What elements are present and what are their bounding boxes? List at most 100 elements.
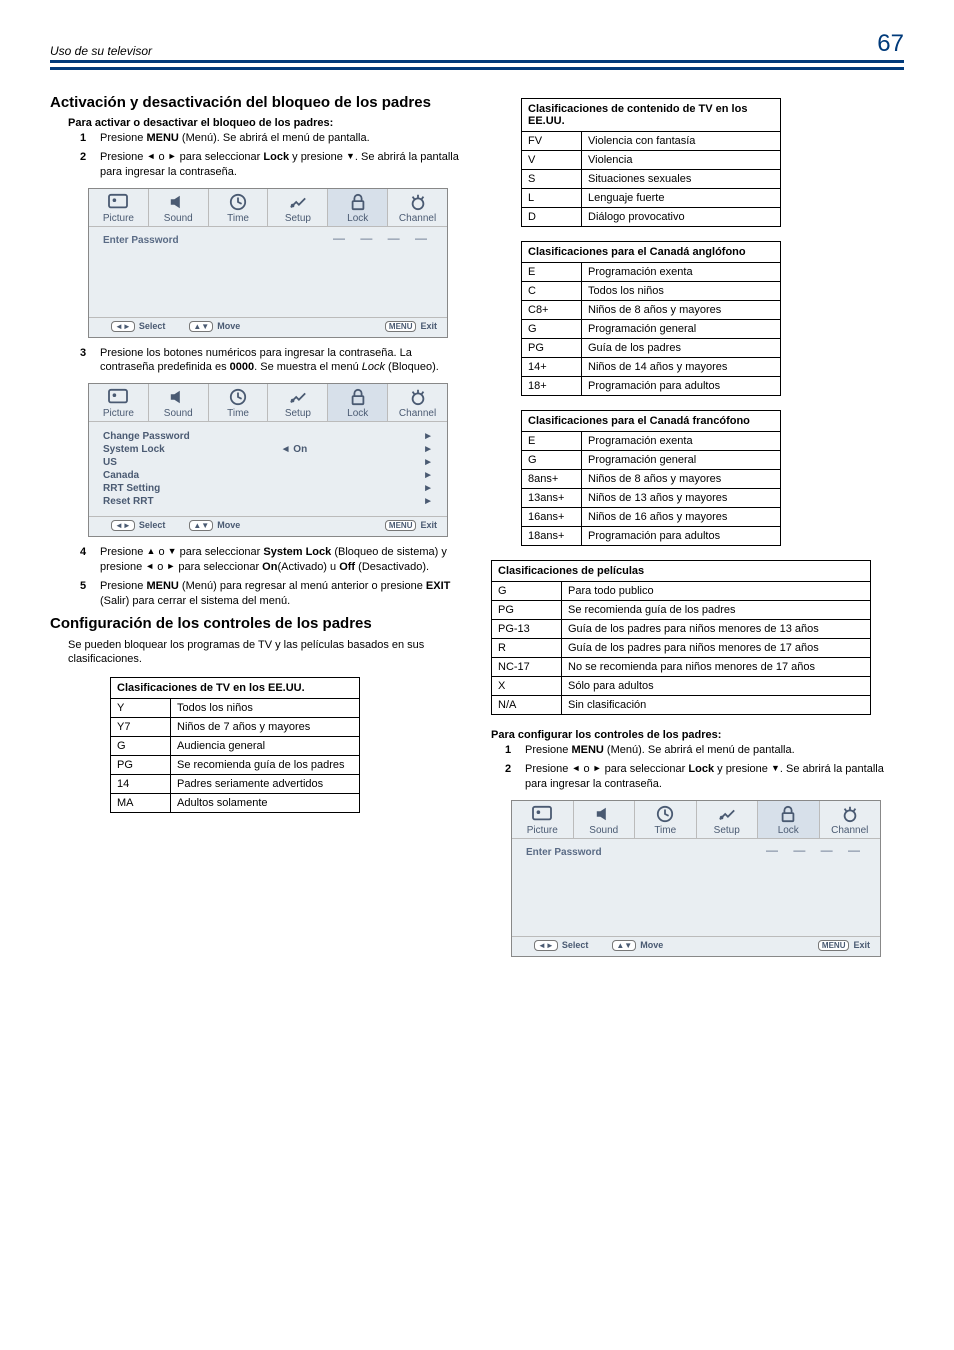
config-heading: Para configurar los controles de los pad… — [491, 729, 904, 741]
osd-tab-lock: Lock — [328, 384, 388, 422]
table-tv-us-content: Clasificaciones de contenido de TV en lo… — [521, 98, 781, 227]
table-row: 8ans+Niños de 8 años y mayores — [522, 470, 781, 489]
table-row: SSituaciones sexuales — [522, 170, 781, 189]
osd-tab-setup: Setup — [268, 189, 328, 227]
table-row: 14Padres seriamente advertidos — [111, 775, 360, 794]
table-row: Y7Niños de 7 años y mayores — [111, 718, 360, 737]
table-row: GAudiencia general — [111, 737, 360, 756]
time-icon — [227, 193, 249, 211]
page-number: 67 — [877, 30, 904, 58]
table-row: VViolencia — [522, 151, 781, 170]
lock-icon — [777, 805, 799, 823]
osd-tab-channel: Channel — [820, 801, 881, 839]
table-row: N/ASin clasificación — [492, 696, 871, 715]
osd-enter-password: PictureSoundTimeSetupLockChannel Enter P… — [88, 188, 448, 338]
osd-tab-setup: Setup — [697, 801, 759, 839]
step-1: Presione MENU (Menú). Se abrirá el menú … — [100, 131, 463, 146]
channel-icon — [407, 193, 429, 211]
time-icon — [654, 805, 676, 823]
sound-icon — [167, 193, 189, 211]
menu-key-icon: MENU — [385, 321, 417, 332]
channel-icon — [839, 805, 861, 823]
r-step-1: Presione MENU (Menú). Se abrirá el menú … — [525, 743, 904, 758]
osd-tab-picture: Picture — [89, 189, 149, 227]
osd-lock-menu: PictureSoundTimeSetupLockChannel Change … — [88, 383, 448, 537]
table-row: NC-17No se recomienda para niños menores… — [492, 658, 871, 677]
picture-icon — [107, 193, 129, 211]
osd-tab-time: Time — [635, 801, 697, 839]
key-lr-icon — [111, 321, 135, 332]
section-config-title: Configuración de los controles de los pa… — [50, 615, 463, 632]
password-dashes: — — — — — [333, 231, 433, 246]
osd-row: System Lock◄ On► — [103, 443, 433, 456]
table-row: YTodos los niños — [111, 699, 360, 718]
osd-enter-password-2: PictureSoundTimeSetupLockChannel Enter P… — [511, 800, 881, 957]
osd-row: RRT Setting► — [103, 482, 433, 495]
header-rule — [50, 67, 904, 70]
section-lock-title: Activación y desactivación del bloqueo d… — [50, 94, 463, 111]
table-row: XSólo para adultos — [492, 677, 871, 696]
osd-tab-picture: Picture — [512, 801, 574, 839]
table-row: GProgramación general — [522, 451, 781, 470]
osd-tab-channel: Channel — [388, 189, 447, 227]
table-row: 16ans+Niños de 16 años y mayores — [522, 508, 781, 527]
picture-icon — [531, 805, 553, 823]
step-4: Presione ▲ o ▼ para seleccionar System L… — [100, 545, 463, 575]
osd-tab-channel: Channel — [388, 384, 447, 422]
setup-icon — [716, 805, 738, 823]
osd3-title: Enter Password — [526, 847, 602, 858]
lock-icon — [347, 193, 369, 211]
table-row: FVViolencia con fantasía — [522, 132, 781, 151]
table-movies: Clasificaciones de películas GPara todo … — [491, 560, 871, 715]
lock-icon — [347, 388, 369, 406]
osd-row: US► — [103, 456, 433, 469]
menu-key-icon: MENU — [385, 520, 417, 531]
password-dashes: — — — — — [766, 843, 866, 858]
picture-icon — [107, 388, 129, 406]
left-column: Activación y desactivación del bloqueo d… — [50, 88, 463, 965]
table-row: LLenguaje fuerte — [522, 189, 781, 208]
osd-tab-sound: Sound — [574, 801, 636, 839]
osd-tab-sound: Sound — [149, 189, 209, 227]
table-row: GPara todo publico — [492, 582, 871, 601]
osd-tab-picture: Picture — [89, 384, 149, 422]
key-lr-icon — [534, 940, 558, 951]
osd-row: Canada► — [103, 469, 433, 482]
osd-tab-time: Time — [209, 189, 269, 227]
table-tv-us: Clasificaciones de TV en los EE.UU. YTod… — [110, 677, 360, 813]
sound-icon — [593, 805, 615, 823]
key-ud-icon — [189, 321, 213, 332]
table-row: RGuía de los padres para niños menores d… — [492, 639, 871, 658]
key-ud-icon — [189, 520, 213, 531]
step-3: Presione los botones numéricos para ingr… — [100, 346, 463, 376]
setup-icon — [287, 388, 309, 406]
osd-tab-time: Time — [209, 384, 269, 422]
step-5: Presione MENU (Menú) para regresar al me… — [100, 579, 463, 609]
table-canada-fr: Clasificaciones para el Canadá francófon… — [521, 410, 781, 546]
table-row: MAAdultos solamente — [111, 794, 360, 813]
osd-tab-setup: Setup — [268, 384, 328, 422]
table-row: PGGuía de los padres — [522, 339, 781, 358]
table-row: 13ans+Niños de 13 años y mayores — [522, 489, 781, 508]
right-column: Clasificaciones de contenido de TV en lo… — [491, 88, 904, 965]
time-icon — [227, 388, 249, 406]
osd-tab-lock: Lock — [758, 801, 820, 839]
table-row: PGSe recomienda guía de los padres — [492, 601, 871, 620]
table-row: PGSe recomienda guía de los padres — [111, 756, 360, 775]
osd-tab-sound: Sound — [149, 384, 209, 422]
key-ud-icon — [612, 940, 636, 951]
r-step-2: Presione ◄ o ► para seleccionar Lock y p… — [525, 762, 904, 792]
osd1-title: Enter Password — [103, 235, 179, 246]
table-row: CTodos los niños — [522, 282, 781, 301]
sound-icon — [167, 388, 189, 406]
menu-key-icon: MENU — [818, 940, 850, 951]
table-row: EProgramación exenta — [522, 432, 781, 451]
table-row: EProgramación exenta — [522, 263, 781, 282]
table-row: GProgramación general — [522, 320, 781, 339]
running-head: Uso de su televisor — [50, 44, 152, 58]
table-row: 18ans+Programación para adultos — [522, 527, 781, 546]
table-row: C8+Niños de 8 años y mayores — [522, 301, 781, 320]
table-row: PG-13Guía de los padres para niños menor… — [492, 620, 871, 639]
step-2: Presione ◄ o ► para seleccionar Lock y p… — [100, 150, 463, 180]
osd-tab-lock: Lock — [328, 189, 388, 227]
